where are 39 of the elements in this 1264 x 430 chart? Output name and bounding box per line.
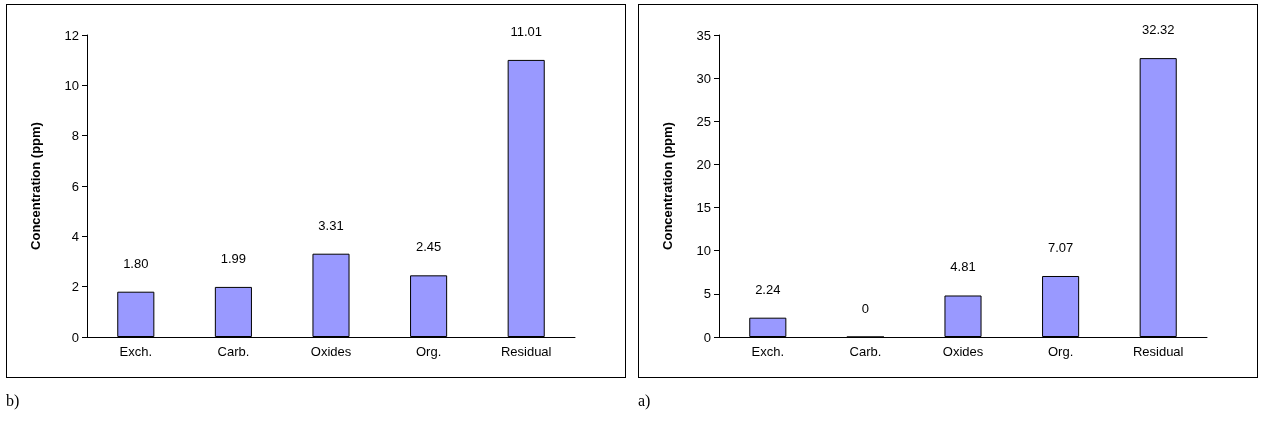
y-tick-label: 35 — [696, 27, 711, 43]
y-tick-label: 15 — [696, 200, 711, 216]
y-tick-label: 25 — [696, 113, 711, 129]
text: b) — [6, 392, 21, 410]
y-tick-label: 10 — [696, 243, 711, 259]
y-tick-label: 8 — [71, 128, 79, 144]
data-label: 4.81 — [950, 259, 976, 275]
y-tick-label: 0 — [71, 329, 79, 345]
y-tick-label: 2 — [71, 279, 79, 295]
x-tick-label: Carb. — [849, 344, 882, 359]
x-tick-label: Residual — [500, 344, 552, 359]
x-tick-label: Oxides — [310, 344, 352, 359]
data-label: 3.31 — [318, 217, 344, 233]
x-tick-label: Residual — [1132, 344, 1184, 359]
y-tick-label: 10 — [64, 77, 79, 93]
x-tick-label: Carb. — [217, 344, 250, 359]
data-label: 2.45 — [415, 239, 442, 255]
x-tick-label: Oxides — [942, 344, 984, 359]
y-tick-label: 4 — [71, 228, 79, 244]
y-axis-title: Concentration (ppm) — [28, 122, 43, 250]
data-label: 1.99 — [220, 250, 247, 266]
y-tick-label: 5 — [703, 286, 711, 302]
x-tick-label: Exch. — [751, 344, 785, 359]
x-tick-label: Org. — [415, 344, 442, 359]
x-tick-label: Org. — [1047, 344, 1074, 359]
y-tick-label: 20 — [696, 156, 711, 172]
data-label: 0 — [861, 300, 870, 316]
text: a) — [638, 392, 652, 410]
data-label: 1.80 — [123, 255, 149, 271]
data-label: 7.07 — [1047, 240, 1074, 255]
x-tick-label: Exch. — [119, 344, 153, 359]
data-label: 32.32 — [1141, 22, 1175, 38]
y-tick-label: 6 — [71, 178, 79, 194]
data-label: 2.24 — [755, 281, 781, 297]
data-label: 11.01 — [510, 23, 542, 39]
y-tick-label: 12 — [64, 27, 79, 43]
y-axis-title: Concentration (ppm) — [660, 122, 675, 250]
y-tick-label: 0 — [703, 329, 711, 345]
y-tick-label: 30 — [696, 70, 711, 86]
